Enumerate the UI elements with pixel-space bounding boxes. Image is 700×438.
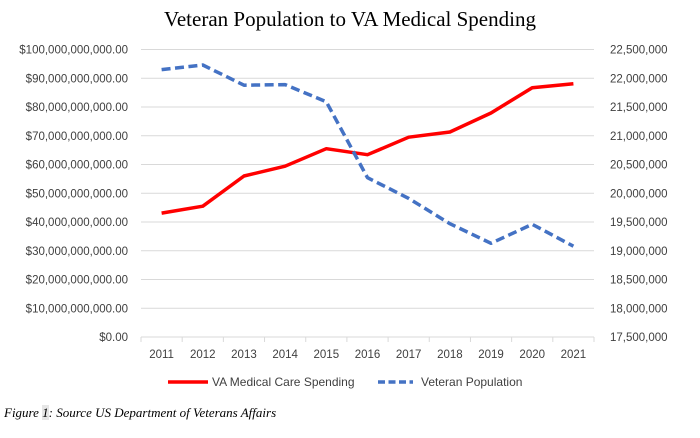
legend-label-spending: VA Medical Care Spending (212, 375, 355, 389)
series-line-spending (161, 81, 574, 215)
x-tick-label: 2017 (396, 349, 422, 361)
right-tick-label: 19,500,000 (610, 217, 668, 229)
right-tick-label: 18,500,000 (610, 275, 668, 287)
gridlines (141, 49, 594, 309)
left-tick-label: $60,000,000,000.00 (26, 160, 128, 172)
x-axis: 2011 2012 2013 2014 2015 2016 2017 2018 2019 2020… (140, 336, 595, 361)
left-tick-label: $80,000,000,000.00 (26, 102, 128, 114)
right-tick-label: 21,000,000 (610, 131, 668, 143)
left-tick-label: $90,000,000,000.00 (26, 73, 128, 85)
x-tick-label: 2020 (519, 349, 545, 361)
right-tick-label: 20,000,000 (610, 188, 668, 200)
x-tick-label: 2012 (190, 349, 216, 361)
caption-prefix: Figure (4, 405, 43, 420)
left-tick-label: $20,000,000,000.00 (26, 275, 128, 287)
right-tick-label: 19,000,000 (610, 246, 668, 258)
x-tick-label: 2021 (561, 349, 587, 361)
figure-caption: Figure 1: Source US Department of Vetera… (4, 405, 276, 421)
chart-title: Veteran Population to VA Medical Spendin… (164, 7, 536, 31)
left-tick-label: $10,000,000,000.00 (26, 303, 128, 315)
left-tick-label: $70,000,000,000.00 (26, 131, 128, 143)
left-tick-label: $50,000,000,000.00 (26, 188, 128, 200)
legend: VA Medical Care Spending Veteran Populat… (168, 375, 522, 389)
left-tick-label: $30,000,000,000.00 (26, 246, 128, 258)
caption-number: 1 (42, 405, 49, 420)
left-tick-label: $40,000,000,000.00 (26, 217, 128, 229)
right-tick-label: 21,500,000 (610, 102, 668, 114)
legend-label-population: Veteran Population (421, 375, 522, 389)
right-tick-label: 22,000,000 (610, 73, 668, 85)
right-tick-label: 18,000,000 (610, 303, 668, 315)
left-tick-label: $0.00 (99, 332, 128, 344)
caption-suffix: : Source US Department of Veterans Affai… (48, 405, 277, 420)
x-tick-label: 2019 (478, 349, 504, 361)
right-axis: 17,500,000 18,000,000 18,500,000 19,000,000… (610, 45, 668, 345)
series-layer (161, 63, 575, 248)
x-tick-label: 2014 (272, 349, 298, 361)
right-tick-label: 20,500,000 (610, 160, 668, 172)
x-tick-label: 2018 (437, 349, 463, 361)
right-tick-label: 22,500,000 (610, 45, 668, 57)
x-tick-label: 2011 (149, 349, 174, 361)
right-tick-label: 17,500,000 (610, 332, 668, 344)
x-tick-label: 2016 (355, 349, 381, 361)
left-tick-label: $100,000,000,000.00 (19, 45, 128, 57)
left-axis: $0.00 $10,000,000,000.00 $20,000,000,000.0… (19, 45, 128, 345)
series-line-population (161, 63, 575, 248)
x-tick-label: 2013 (231, 349, 257, 361)
x-tick-label: 2015 (314, 349, 340, 361)
